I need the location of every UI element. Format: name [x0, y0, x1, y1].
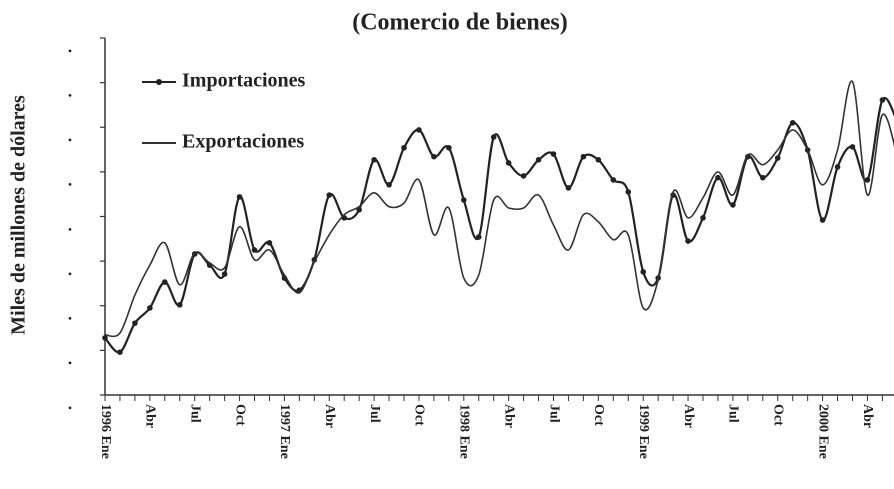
x-tick-label: 1996 Ene	[98, 404, 113, 459]
series-marker	[401, 144, 407, 151]
series-marker	[730, 202, 736, 208]
legend-label: Importaciones	[182, 70, 306, 92]
x-tick-label: Abr	[860, 404, 875, 428]
series-marker	[715, 174, 721, 181]
series-marker	[520, 173, 527, 179]
series-marker	[819, 217, 826, 223]
y-axis-label: Miles de millones de dólares	[8, 95, 30, 335]
y-tick-label: •	[68, 356, 72, 370]
legend-marker	[156, 79, 162, 85]
series-marker	[221, 271, 228, 277]
y-tick-label: •	[68, 88, 72, 102]
series-marker	[117, 349, 123, 355]
x-tick-label: Jul	[367, 404, 382, 423]
series-marker	[431, 153, 437, 160]
x-tick-label: Abr	[322, 404, 337, 428]
x-tick-label: 2000 Ene	[815, 404, 830, 459]
series-marker	[505, 160, 512, 166]
x-tick-label: 1997 Ene	[277, 404, 292, 459]
series-marker	[625, 189, 632, 195]
series-marker	[102, 335, 108, 341]
y-tick-label: •	[68, 44, 72, 58]
series-marker	[685, 238, 691, 244]
x-tick-label: Jul	[726, 404, 741, 423]
series-marker	[266, 240, 273, 246]
series-marker	[147, 305, 153, 311]
series-marker	[849, 144, 856, 150]
series-marker	[416, 127, 422, 133]
y-tick-label: •	[68, 401, 72, 415]
series-marker	[535, 157, 542, 163]
series-marker	[176, 302, 183, 308]
x-tick-label: Oct	[232, 404, 247, 426]
series-marker	[371, 157, 377, 163]
series-marker	[490, 134, 497, 140]
x-tick-label: Oct	[412, 404, 427, 426]
x-tick-label: Jul	[187, 404, 202, 423]
series-marker	[236, 194, 243, 200]
series-marker	[461, 197, 467, 203]
series-marker	[326, 192, 333, 198]
series-marker	[760, 174, 766, 181]
series-marker	[595, 157, 602, 163]
series-marker	[251, 247, 258, 253]
series-marker	[162, 279, 168, 285]
series-marker	[580, 153, 587, 160]
series-line	[104, 80, 894, 338]
legend-label: Exportaciones	[182, 131, 304, 153]
series-marker	[475, 234, 482, 240]
x-tick-label: Abr	[143, 404, 158, 428]
series-marker	[834, 164, 841, 170]
series-marker	[864, 177, 871, 183]
series-marker	[610, 177, 617, 183]
series-marker	[550, 151, 557, 157]
series-marker	[700, 215, 706, 221]
y-tick-label: •	[68, 312, 72, 326]
x-tick-label: Oct	[591, 404, 606, 426]
series-marker	[789, 119, 796, 126]
x-tick-label: Abr	[681, 404, 696, 428]
series-marker	[132, 320, 138, 326]
series-marker	[879, 97, 886, 103]
y-tick-label: •	[68, 267, 72, 281]
y-tick-label: •	[68, 133, 72, 147]
series-marker	[446, 144, 452, 151]
series-marker	[386, 182, 392, 188]
series-marker	[640, 269, 646, 275]
series-marker	[565, 185, 572, 191]
x-tick-label: Abr	[501, 404, 516, 428]
x-tick-label: 1999 Ene	[636, 404, 651, 459]
y-tick-label: •	[68, 178, 72, 192]
y-tick-label: •	[68, 222, 72, 236]
series-marker	[774, 155, 781, 161]
chart-title: (Comercio de bienes)	[352, 10, 568, 36]
x-tick-label: Oct	[771, 404, 786, 426]
x-tick-label: Jul	[546, 404, 561, 423]
x-tick-label: 1998 Ene	[457, 404, 472, 459]
